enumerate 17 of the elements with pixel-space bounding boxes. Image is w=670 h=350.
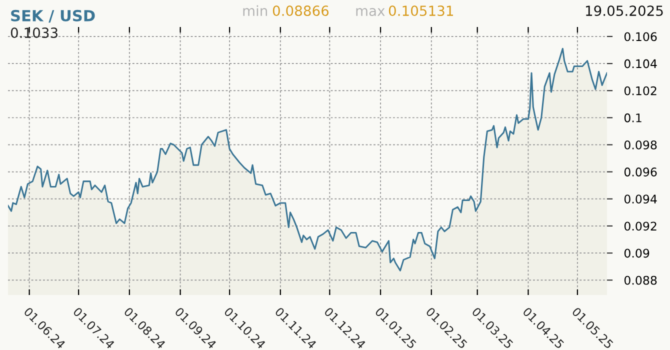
text: 0.08866 (272, 6, 329, 16)
y-tick-label: 0.09 (624, 248, 650, 258)
y-tick-label: 0.104 (624, 59, 657, 68)
y-tick-label: 0.1 (624, 113, 642, 122)
y-tick-label: 0.106 (624, 32, 657, 42)
text: max (356, 8, 385, 16)
y-tick-label: 0.094 (624, 194, 657, 204)
chart-title: SEK / USD (11, 10, 95, 23)
y-tick-label: 0.102 (624, 86, 656, 96)
y-tick-label: 0.098 (624, 140, 657, 150)
text: 0.105131 (388, 6, 453, 16)
text: min (243, 5, 268, 16)
text: 19.05.2025 (586, 6, 663, 16)
y-tick-label: 0.092 (624, 222, 656, 231)
y-tick-label: 0.088 (624, 276, 657, 285)
y-tick-label: 0.096 (624, 168, 657, 176)
annotation: 0.1033 (10, 28, 58, 38)
